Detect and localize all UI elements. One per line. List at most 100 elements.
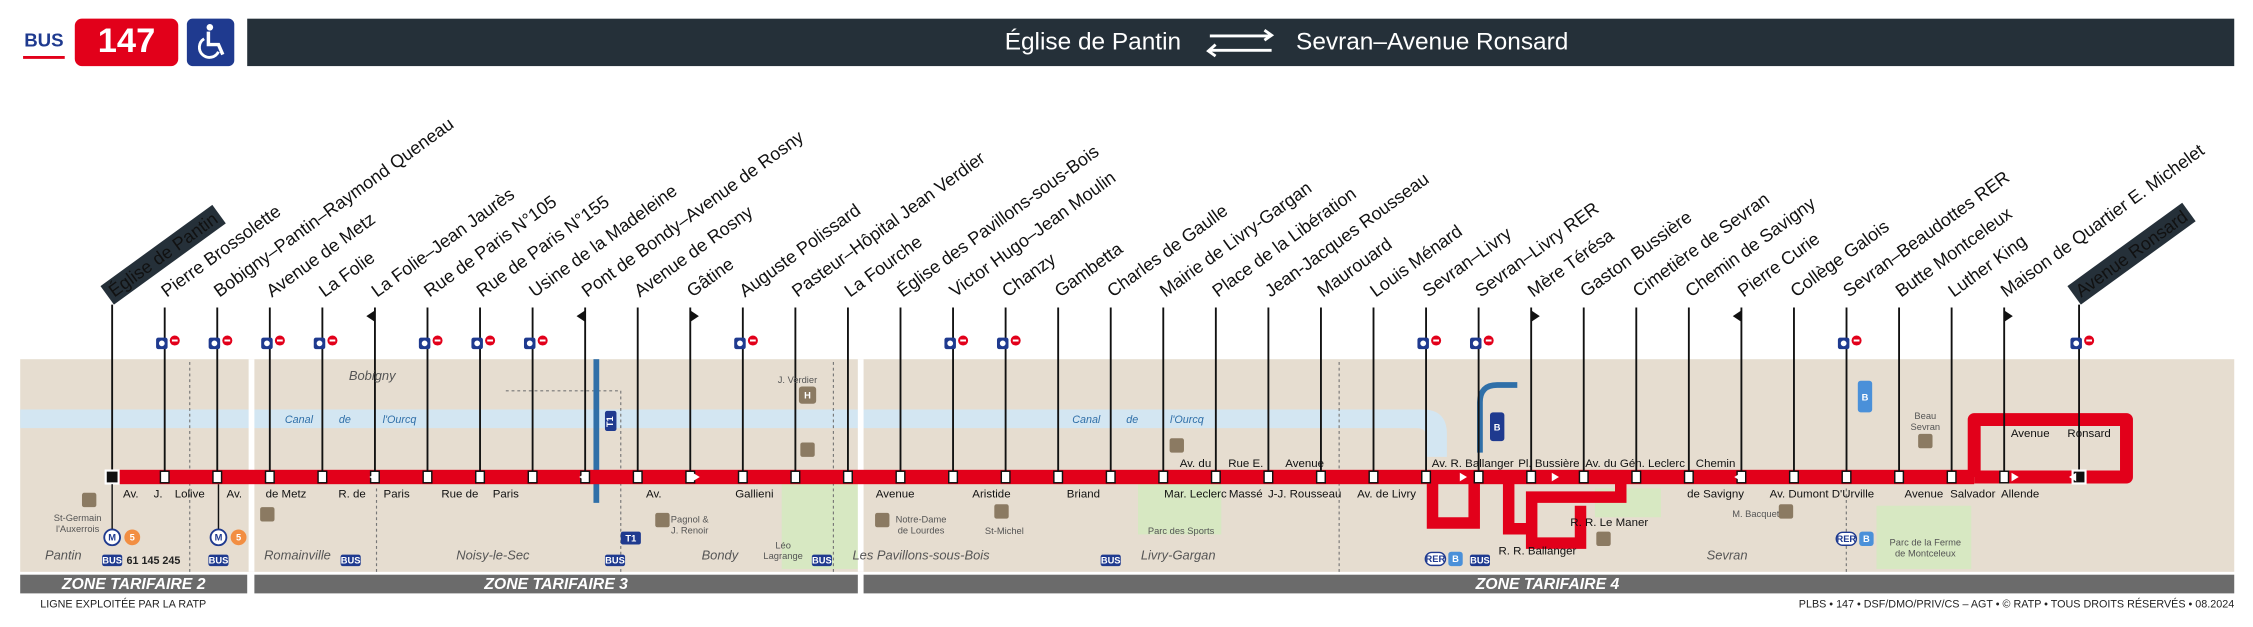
direction-flag [2004,310,2013,322]
no-entry-bar [171,339,178,342]
stop-marker [1578,470,1589,484]
rer-label: RER [1426,554,1446,564]
no-entry-bar [329,339,336,342]
wheelchair-dot [947,340,954,347]
town-label: Livry-Gargan [1141,547,1216,562]
stop-marker [1315,470,1326,484]
poi-icon [1918,433,1933,449]
street-label: Aristide [972,488,1010,500]
route-arrow [1459,472,1468,482]
street-label: J-J. Rousseau [1268,488,1341,500]
stop-marker [475,470,486,484]
terminus-box [100,204,226,305]
rer-line-icon [1489,412,1505,442]
stop-marker [1473,470,1484,484]
terminus-box [2067,202,2196,305]
street-label: Av. [123,488,139,500]
rer-line-label: B [1862,392,1869,402]
credits: PLBS • 147 • DSF/DMO/PRIV/CS – AGT • © R… [1799,598,2234,611]
street-label: Avenue [1285,458,1324,470]
tram-line [593,359,600,503]
stop-marker [1683,470,1694,484]
poi-icon [655,512,670,528]
place-label: Sevran [1911,422,1941,432]
stop-marker [1999,470,2010,484]
place-label: l'Auxerrois [56,524,100,534]
canal-label: Canal [285,414,314,426]
metro-line-icon [230,529,247,546]
canal-label: de [339,414,351,426]
route-arrow [2011,472,2019,482]
street-label: R. R. Le Maner [1570,517,1648,529]
no-entry-bar [750,339,756,342]
street-label: Mar. Leclerc [1164,488,1227,500]
metro-line-label: 5 [236,533,241,543]
origin: Église de Pantin [1005,29,1181,56]
street-label: R. R. Ballanger [1498,546,1576,558]
wheelchair-dot [1420,340,1427,347]
poi-icon [800,442,815,457]
place-label: Beau [1914,411,1936,421]
stop-marker [1788,470,1799,484]
street-label: de Metz [266,488,307,500]
rer-line-icon [1857,380,1873,413]
route-branch [1502,477,1627,549]
bus-icon-label: BUS [1101,556,1121,566]
poi-icon [81,492,97,508]
direction-bar [247,18,2235,67]
street-label: de Savigny [1687,488,1744,500]
stop-marker [1526,470,1537,484]
street-label: Lolive [175,488,205,500]
bus-icon [1100,554,1121,567]
zone-label: ZONE TARIFAIRE 3 [483,576,628,593]
tram-icon [604,410,617,432]
no-entry-bar [1853,339,1860,342]
route-arrow [692,472,700,482]
canal-label: de [1126,414,1138,426]
canal-label: Canal [1072,414,1101,426]
town-label: Sevran [1707,547,1748,562]
place-label: St-Germain [54,513,102,523]
stop-marker [264,470,275,484]
wheelchair-dot [1840,340,1847,347]
place-label: Parc de la Ferme [1890,538,1962,548]
hospital-letter: H [804,390,811,400]
place-label: St-Michel [985,526,1024,536]
line-number: 147 [98,22,156,60]
town-label: Romainville [264,547,331,562]
street-label: R. de [338,488,365,500]
bus-icon-label: BUS [341,556,361,566]
wheelchair-dot [2073,340,2080,347]
stop-marker [1158,470,1169,484]
poi-icon [1778,504,1794,519]
no-entry-bar [1485,339,1492,342]
no-entry-bar [277,339,283,342]
direction-flag [576,310,586,322]
tram-label: T1 [605,416,615,427]
place-label: J. Verdier [778,375,817,385]
direction-arrows [1206,28,1275,58]
zone-bar [20,574,248,594]
stop-marker [790,470,801,484]
bus-icon [604,554,626,567]
wheelchair-dot [158,340,165,347]
rer-icon [1835,531,1858,546]
metro-letter: M [215,533,223,543]
line-box [74,18,179,67]
stop-marker [422,470,433,484]
poi-icon [875,512,890,528]
bus-icon-label: BUS [605,556,625,566]
no-entry-bar [960,339,966,342]
route-branch [1426,477,1480,529]
stop-marker [842,470,853,484]
rer-line-icon [1448,551,1463,567]
stop-marker [317,470,328,484]
stop-marker [1210,470,1221,484]
street-label: Paris [493,488,519,500]
street-label: Massé [1229,488,1263,500]
metro-icon [103,528,121,547]
bus-icon [102,554,123,567]
metro-line-label: 5 [130,533,135,543]
no-entry-bar [2086,339,2092,342]
route-line [112,469,1975,485]
